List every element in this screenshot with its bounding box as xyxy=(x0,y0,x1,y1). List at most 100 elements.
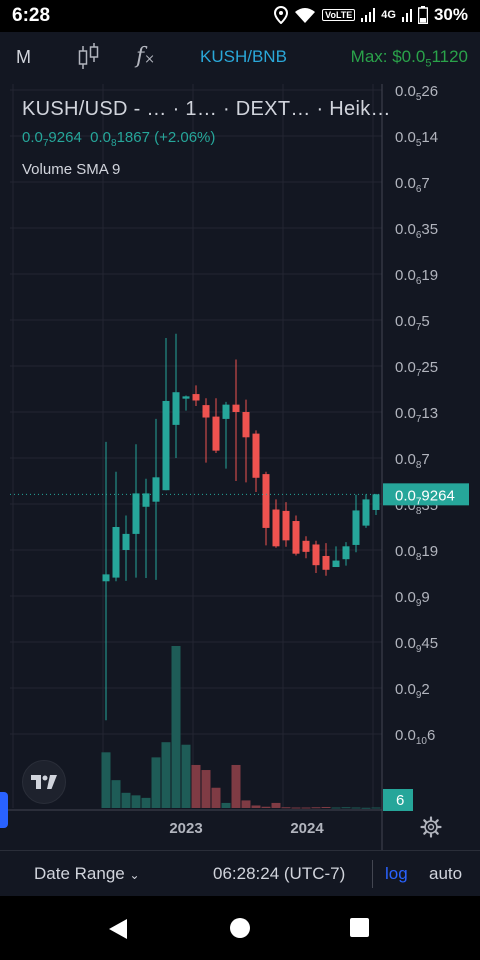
candle-body xyxy=(202,405,210,418)
candle-body xyxy=(162,400,170,491)
y-tick-label: 0.099 xyxy=(395,589,430,609)
candle-body xyxy=(152,477,160,502)
candle-body xyxy=(122,533,130,550)
log-scale-toggle[interactable]: log xyxy=(385,864,408,883)
symbol-button[interactable]: KUSH/BNB xyxy=(200,47,287,66)
wifi-icon xyxy=(295,8,316,23)
legend-price-b: 0.0 xyxy=(90,129,111,146)
indicators-glyph: f xyxy=(136,44,145,69)
candle-body xyxy=(182,396,190,399)
side-panel-handle[interactable] xyxy=(0,792,8,828)
volte-badge: VoLTE xyxy=(322,9,356,21)
chart-toolbar: M f× KUSH/BNB Max: $0.051120 xyxy=(0,32,480,84)
max-suffix: 1120 xyxy=(431,47,468,66)
candle-body xyxy=(142,493,150,507)
volume-bar xyxy=(201,770,211,808)
signal-icon xyxy=(361,8,376,22)
volume-bar xyxy=(231,764,241,808)
volume-badge-label: 6 xyxy=(396,792,404,809)
tradingview-logo[interactable] xyxy=(22,760,66,804)
chart-canvas[interactable]: 0.05260.05140.0670.06350.06190.0750.0725… xyxy=(0,84,480,850)
y-tick-label: 0.067 xyxy=(395,175,430,195)
last-price-label: 0.079264 xyxy=(395,487,455,507)
y-tick-label: 0.092 xyxy=(395,681,430,701)
auto-scale-toggle[interactable]: auto xyxy=(429,864,463,883)
candle-body xyxy=(322,555,330,570)
last-price-badge xyxy=(383,483,469,506)
volume-bar xyxy=(361,807,371,809)
volume-bar xyxy=(101,752,111,808)
candle-body xyxy=(102,574,110,582)
status-bar: 6:28 VoLTE 4G 30% xyxy=(0,0,480,32)
candle-body xyxy=(112,527,120,578)
candle-body xyxy=(282,510,290,541)
volume-bar xyxy=(181,744,191,808)
candle-body xyxy=(312,544,320,566)
candle-body xyxy=(342,546,350,560)
interval-button[interactable]: M xyxy=(16,47,31,67)
battery-icon xyxy=(417,6,428,24)
system-nav-bar xyxy=(0,896,480,960)
y-tick-label: 0.0635 xyxy=(395,221,438,241)
volume-bar xyxy=(321,806,331,808)
y-tick-label: 0.075 xyxy=(395,313,430,333)
volume-bar xyxy=(141,797,151,808)
location-icon xyxy=(274,6,289,24)
volume-bar xyxy=(151,757,161,808)
y-tick-label: 0.0514 xyxy=(395,129,438,149)
back-icon[interactable] xyxy=(108,918,128,940)
volume-bar xyxy=(131,795,141,808)
max-sub: 5 xyxy=(425,57,432,70)
legend-title[interactable]: KUSH/USD - … · 1… · DEXT… · Heik… xyxy=(22,98,391,120)
x-tick-label: 2024 xyxy=(290,820,324,837)
recent-apps-icon[interactable] xyxy=(350,918,369,937)
y-tick-label: 0.0725 xyxy=(395,359,438,379)
candle-body xyxy=(212,416,220,451)
volume-bar xyxy=(281,807,291,809)
volume-bar xyxy=(111,780,121,808)
legend-values: 0.079264 0.081867 (+2.06%) xyxy=(22,129,391,149)
volume-bar xyxy=(241,800,251,808)
indicators-icon[interactable]: f× xyxy=(136,44,156,69)
candle-body xyxy=(232,404,240,412)
volume-badge xyxy=(383,789,413,811)
y-tick-label: 0.0945 xyxy=(395,635,438,655)
bottom-bar: Date Range ⌄ 06:28:24 (UTC-7) log auto xyxy=(0,850,480,896)
volume-bar xyxy=(121,792,131,808)
chart-area[interactable]: 0.0526 0.0514 0.067 0.0635 0.0619 0.075 0.0725… xyxy=(0,84,480,850)
y-tick-label: 0.0526 xyxy=(395,84,438,103)
max-prefix: Max: $0.0 xyxy=(350,47,426,66)
legend-change: (+2.06%) xyxy=(154,129,216,146)
candle-body xyxy=(332,560,340,568)
volume-bar xyxy=(261,806,271,808)
candle-body xyxy=(172,392,180,425)
candle-body xyxy=(242,412,250,438)
candles-icon[interactable] xyxy=(78,42,100,72)
date-range-button[interactable]: Date Range ⌄ xyxy=(34,864,140,884)
timezone-clock[interactable]: 06:28:24 (UTC-7) xyxy=(213,864,346,883)
volume-bar xyxy=(161,742,171,808)
candle-body xyxy=(262,474,270,528)
signal-icon-2 xyxy=(401,9,412,22)
candle-body xyxy=(272,509,280,547)
network-type: 4G xyxy=(381,9,396,21)
volume-bar xyxy=(301,807,311,809)
x-tick-label: 2023 xyxy=(169,820,202,837)
battery-percent: 30% xyxy=(433,5,468,24)
volume-bar xyxy=(251,805,261,808)
candle-body xyxy=(372,494,380,510)
volume-bar xyxy=(211,787,221,808)
chevron-down-icon: ⌄ xyxy=(129,868,140,882)
volume-bar xyxy=(351,807,361,809)
gear-icon[interactable] xyxy=(420,816,442,838)
y-tick-label: 0.0106 xyxy=(395,727,435,747)
volume-bar xyxy=(271,802,281,808)
volume-bar xyxy=(171,646,181,808)
candle-body xyxy=(252,433,260,478)
legend-price-a-rest: 9264 xyxy=(48,129,82,146)
legend-volume-indicator[interactable]: Volume SMA 9 xyxy=(22,161,121,178)
y-tick-label: 0.087 xyxy=(395,451,430,471)
legend-price-b-rest: 1867 xyxy=(116,129,150,146)
candle-body xyxy=(192,394,200,401)
home-icon[interactable] xyxy=(230,918,250,938)
